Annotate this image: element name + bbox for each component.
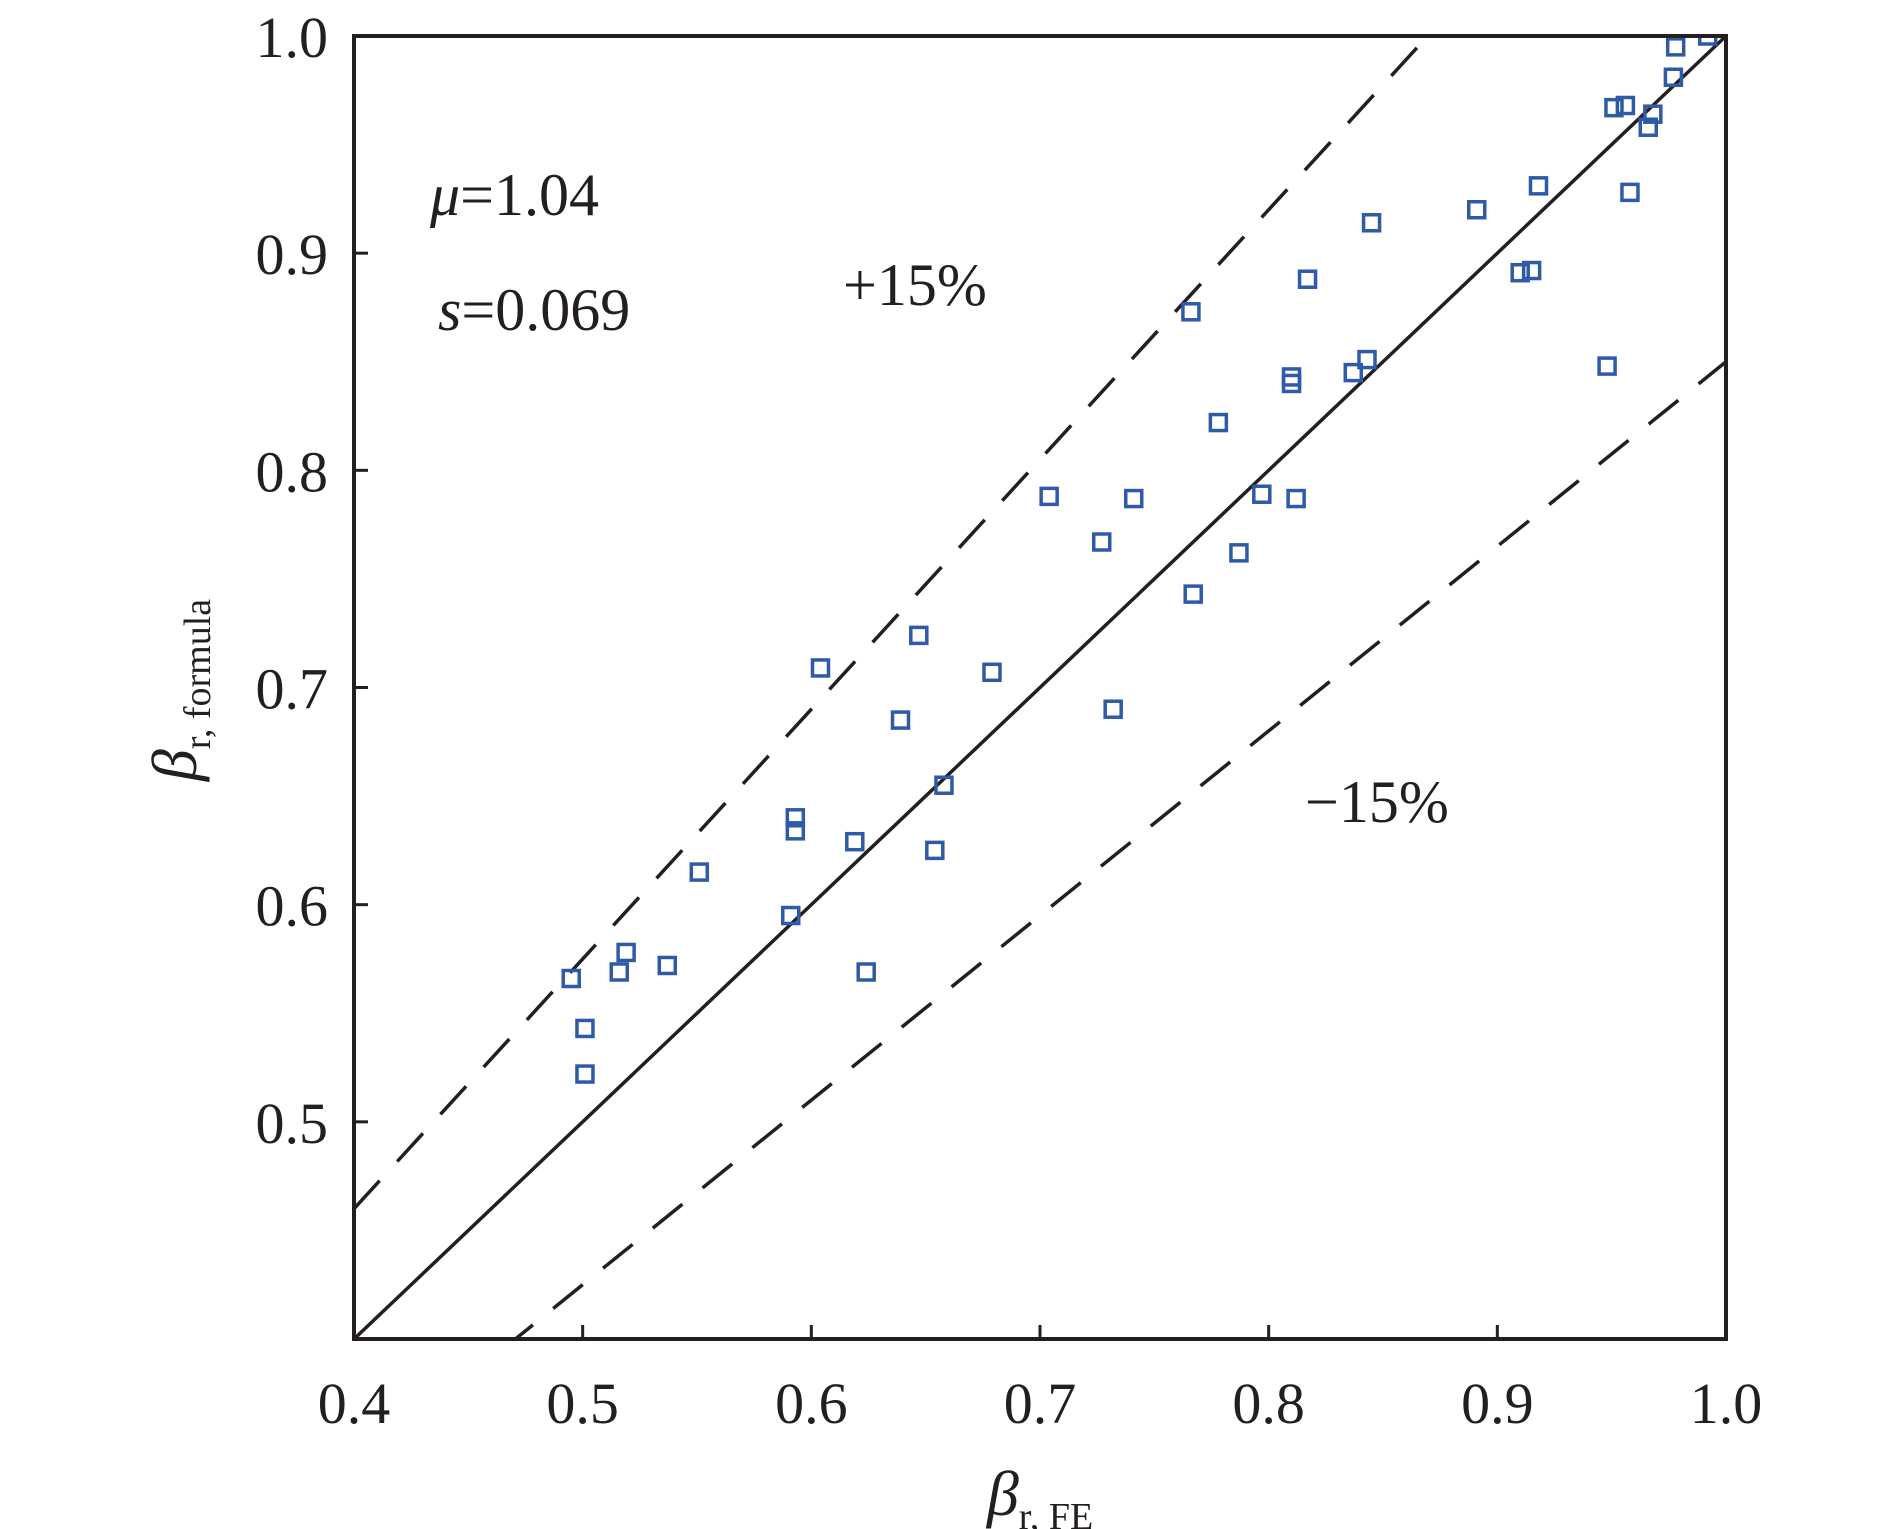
x-tick-label: 0.8 [1232,1371,1305,1436]
data-point [1361,213,1382,233]
y-tick-label: 0.5 [256,1091,329,1156]
x-axis-title-symbol: β [985,1458,1019,1529]
stat-mu: μ=1.04 [429,162,599,228]
data-point [1357,349,1377,370]
data-point [575,1018,595,1039]
data-point [810,658,831,678]
y-tick-label: 1.0 [256,5,329,70]
y-tick-label: 0.6 [256,874,329,939]
lower-bound-label: −15% [1305,769,1449,835]
data-point [781,905,801,926]
data-point [785,821,806,841]
data-point [1281,373,1302,394]
data-point [1467,199,1487,220]
data-point [1643,104,1663,124]
data-point [1091,532,1112,552]
data-point [1665,37,1686,57]
data-point [616,942,636,963]
data-point [1124,488,1144,509]
x-axis-ticks: 0.4 0.5 0.6 0.7 0.8 0.9 1.0 [318,1325,1763,1436]
data-point [1252,484,1272,504]
x-tick-label: 0.5 [546,1371,619,1436]
x-tick-label: 1.0 [1690,1371,1763,1436]
data-point [1604,97,1624,118]
stat-s-value: =0.069 [461,277,630,343]
x-tick-label: 0.9 [1461,1371,1534,1436]
one-to-one-line [354,36,1726,1339]
x-tick-label: 0.7 [1004,1371,1077,1436]
stat-mu-value: =1.04 [460,162,599,228]
stat-s: s=0.069 [438,277,630,343]
data-point [1597,356,1617,376]
data-point [1297,269,1318,289]
x-tick-label: 0.4 [318,1371,391,1436]
data-point [561,968,581,989]
data-point [657,955,678,976]
data-point [856,962,876,982]
data-point [1697,36,1718,46]
data-point [1521,260,1542,281]
data-point [1615,95,1636,116]
data-point [845,831,865,852]
minus-15-line [512,360,1726,1339]
data-point [1528,176,1549,196]
y-tick-label: 0.9 [256,222,329,287]
data-point [1510,262,1530,283]
data-point [1103,699,1123,719]
stat-s-symbol: s [438,277,461,343]
data-point [1343,362,1364,383]
data-point [1208,412,1229,433]
data-point [1039,486,1059,507]
upper-bound-label: +15% [843,252,987,318]
data-point [890,710,911,730]
y-tick-label: 0.8 [256,439,329,504]
data-point [934,775,954,795]
data-point [1229,543,1249,563]
data-point [609,962,630,982]
data-point [1638,117,1659,137]
y-axis-title-subscript: r, formula [177,599,219,750]
data-point [1663,67,1684,88]
data-point [575,1064,595,1084]
plus-15-line [354,36,1431,1210]
data-point [1286,488,1306,509]
x-axis-title: βr, FE [985,1458,1093,1529]
data-point [1183,584,1203,604]
reference-lines [354,36,1726,1339]
y-tick-label: 0.7 [256,657,329,722]
data-points [561,36,1718,1084]
data-point [925,840,945,861]
data-point [1181,302,1201,322]
x-axis-title-subscript: r, FE [1019,1496,1093,1529]
y-axis-title-symbol: β [139,749,210,783]
data-point [1620,182,1640,203]
y-axis-title: βr, formula [139,599,219,783]
data-point [689,862,710,882]
data-point [909,625,929,646]
x-tick-label: 0.6 [775,1371,848,1436]
y-axis-ticks: 0.5 0.6 0.7 0.8 0.9 1.0 [256,5,368,1156]
data-point [982,662,1002,683]
stat-mu-symbol: μ [429,162,460,228]
data-point [785,808,806,828]
